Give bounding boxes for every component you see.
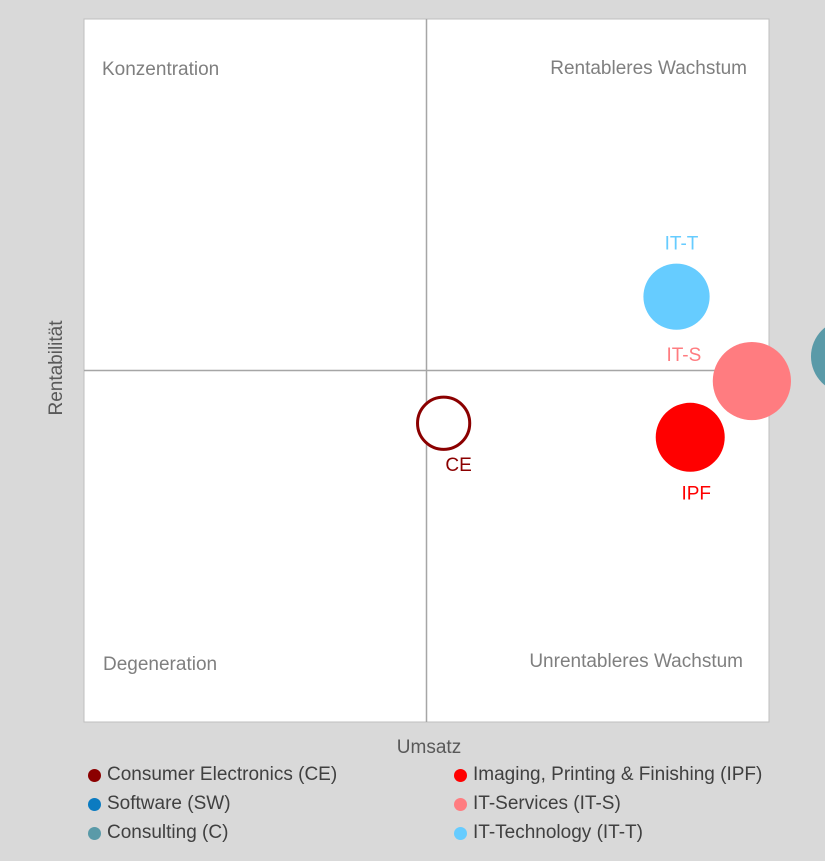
legend-swatch-ipf <box>454 768 467 782</box>
legend-label-it-t: IT-Technology (IT-T) <box>473 822 643 843</box>
quadrant-label-top-right: Rentableres Wachstum <box>550 58 747 79</box>
legend-label-ce: Consumer Electronics (CE) <box>107 764 338 785</box>
quadrant-label-bottom-left: Degeneration <box>103 654 217 675</box>
legend-item-it-s: IT-Services (IT-S) <box>454 791 818 817</box>
legend-swatch-it-s <box>454 797 467 811</box>
legend-swatch-c <box>88 826 101 840</box>
legend-label-ipf: Imaging, Printing & Finishing (IPF) <box>473 764 763 785</box>
legend-swatch-sw <box>88 797 101 811</box>
y-axis-title: Rentabilität <box>46 320 67 416</box>
legend-label-it-s: IT-Services (IT-S) <box>473 793 621 814</box>
x-axis-title: Umsatz <box>397 737 461 758</box>
legend-swatch-ce <box>88 768 101 782</box>
bubble-ipf <box>655 402 725 472</box>
bubble-it-t <box>643 263 710 330</box>
legend-item-it-t: IT-Technology (IT-T) <box>454 820 818 846</box>
quadrant-label-bottom-right: Unrentableres Wachstum <box>529 651 743 672</box>
legend-label-sw: Software (SW) <box>107 793 231 814</box>
legend-item-ipf: Imaging, Printing & Finishing (IPF) <box>454 762 818 788</box>
quadrant-label-top-left: Konzentration <box>102 59 219 80</box>
legend-item-ce: Consumer Electronics (CE) <box>88 762 454 788</box>
bubble-ce <box>416 395 472 451</box>
bubble-it-s <box>712 341 791 421</box>
legend-swatch-it-t <box>454 826 467 840</box>
bubble-label-it-s: IT-S <box>666 345 701 366</box>
legend-item-c: Consulting (C) <box>88 820 454 846</box>
legend: Consumer Electronics (CE) Imaging, Printi… <box>88 762 818 846</box>
bubble-label-ipf: IPF <box>681 483 711 504</box>
bubble-group: CEIPFSWIT-SCIT-T <box>416 234 825 504</box>
bubble-label-it-t: IT-T <box>665 234 699 255</box>
legend-item-sw: Software (SW) <box>88 791 454 817</box>
bubble-label-ce: CE <box>445 455 471 476</box>
legend-label-c: Consulting (C) <box>107 822 229 843</box>
bubble-c <box>810 327 825 386</box>
